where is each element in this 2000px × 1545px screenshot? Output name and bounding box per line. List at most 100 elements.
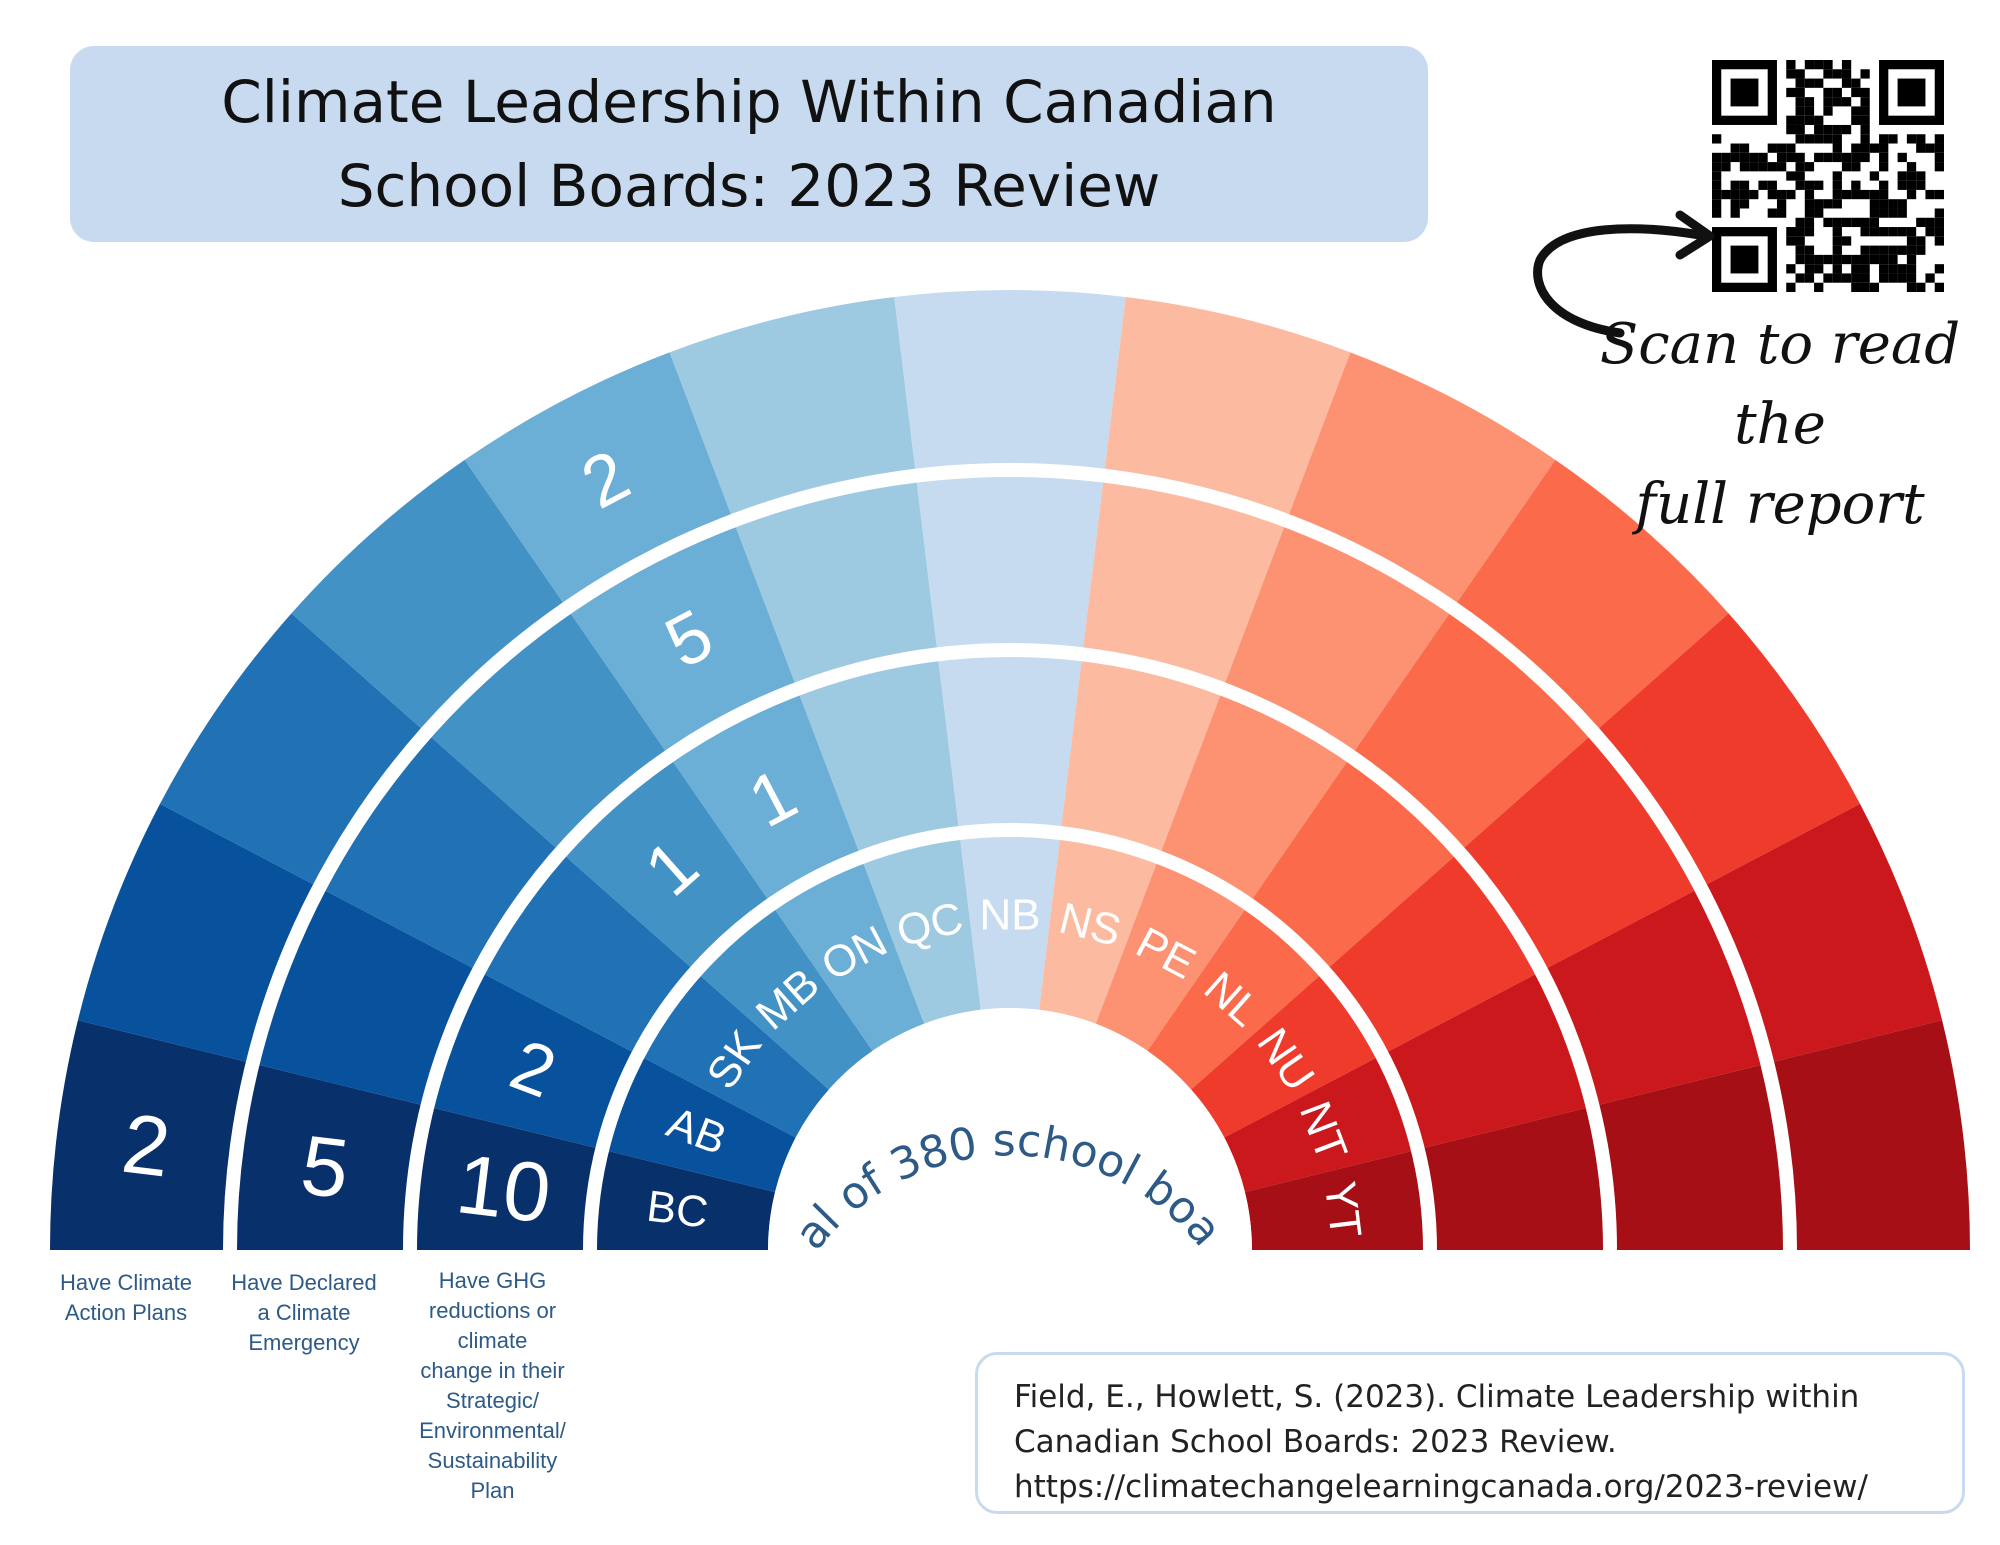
qr-module (1888, 264, 1898, 274)
qr-module (1804, 273, 1815, 283)
qr-module (1804, 60, 1815, 70)
qr-module (1767, 162, 1777, 172)
qr-module (1786, 115, 1796, 125)
qr-module (1934, 264, 1944, 274)
qr-module (1869, 254, 1880, 265)
sector-nb-ring-3 (894, 290, 1126, 476)
qr-module (1851, 282, 1861, 292)
qr-module (1832, 236, 1842, 246)
sector-ns-ring-3 (1104, 296, 1351, 521)
label-ghg-strategic-plan: Have GHG reductions or climate change in… (419, 1268, 566, 1503)
qr-module (1786, 236, 1796, 246)
sector-mb-ring-0 (695, 904, 873, 1090)
scan-note: Scan to read the full report (1599, 312, 1961, 537)
ring-separator-1 (583, 823, 1437, 1251)
qr-module (1906, 227, 1917, 237)
qr-module (1897, 180, 1907, 190)
qr-module (1804, 162, 1815, 172)
qr-module (1786, 189, 1796, 200)
qr-module (1786, 282, 1796, 292)
qr-module (1879, 273, 1889, 283)
sector-nl-ring-3 (1453, 459, 1729, 733)
qr-module (1749, 152, 1759, 163)
qr-module (1823, 254, 1833, 265)
qr-module (1897, 273, 1907, 283)
title-line-1: Climate Leadership Within Canadian (221, 68, 1277, 136)
citation-url[interactable]: https://climatechangelearningcanada.org/… (1014, 1469, 1868, 1505)
sector-qc-ring-1 (797, 654, 960, 858)
qr-finder (1897, 78, 1926, 107)
qr-module (1823, 69, 1833, 79)
sector-bc-ring-0 (590, 1149, 776, 1250)
sector-bc-ring-2 (230, 1063, 428, 1250)
qr-module (1851, 152, 1861, 163)
qr-module (1786, 152, 1796, 163)
qr-module (1916, 217, 1926, 228)
citation-line-2: Canadian School Boards: 2023 Review. (1014, 1424, 1617, 1460)
qr-module (1832, 227, 1842, 237)
qr-module (1906, 236, 1917, 246)
sector-nt-ring-1 (1381, 971, 1593, 1150)
qr-module (1925, 189, 1935, 200)
qr-module (1934, 227, 1944, 237)
qr-module (1795, 162, 1805, 172)
qr-module (1869, 245, 1880, 255)
sector-bc-ring-1 (410, 1106, 603, 1250)
qr-module (1860, 152, 1870, 163)
qr-code-icon[interactable] (1712, 60, 1944, 292)
qr-module (1832, 180, 1842, 190)
qr-module (1916, 236, 1926, 246)
qr-module (1897, 227, 1907, 237)
qr-module (1860, 189, 1870, 200)
qr-module (1832, 97, 1842, 107)
qr-module (1916, 282, 1926, 292)
citation-box[interactable]: Field, E., Howlett, S. (2023). Climate L… (975, 1352, 1965, 1514)
qr-module (1804, 78, 1815, 88)
qr-module (1897, 245, 1907, 255)
qr-module (1851, 254, 1861, 265)
qr-module (1832, 143, 1842, 153)
qr-module (1795, 171, 1805, 181)
qr-module (1795, 180, 1805, 190)
qr-module (1860, 245, 1870, 255)
qr-module (1879, 152, 1889, 163)
qr-module (1934, 217, 1944, 228)
qr-module (1860, 115, 1870, 125)
qr-module (1795, 217, 1805, 228)
qr-module (1841, 97, 1852, 107)
qr-module (1730, 180, 1740, 190)
qr-module (1795, 152, 1805, 163)
qr-module (1832, 69, 1842, 79)
sector-ab-ring-2 (252, 887, 479, 1107)
qr-module (1823, 199, 1833, 209)
qr-module (1814, 208, 1824, 218)
qr-module (1786, 143, 1796, 153)
qr-module (1786, 60, 1796, 70)
qr-module (1712, 180, 1722, 190)
qr-module (1804, 115, 1815, 125)
qr-module (1841, 254, 1852, 265)
sector-nl-ring-0 (1147, 904, 1325, 1090)
qr-module (1814, 152, 1824, 163)
qr-module (1841, 78, 1852, 88)
qr-module (1804, 180, 1815, 190)
qr-module (1832, 273, 1842, 283)
qr-module (1869, 143, 1880, 153)
sector-sk-ring-1 (478, 852, 696, 1055)
qr-module (1795, 124, 1805, 135)
qr-module (1832, 171, 1842, 181)
sector-nt-ring-3 (1700, 803, 1943, 1064)
qr-module (1804, 189, 1815, 200)
sector-sk-ring-0 (638, 971, 829, 1138)
qr-module (1888, 134, 1898, 144)
qr-module (1869, 227, 1880, 237)
qr-module (1712, 208, 1722, 218)
qr-module (1823, 273, 1833, 283)
qr-module (1832, 217, 1842, 228)
qr-module (1934, 282, 1944, 292)
qr-module (1851, 273, 1861, 283)
value-ring-2-bc: 2 (117, 1096, 175, 1195)
qr-module (1804, 208, 1815, 218)
qr-module (1934, 143, 1944, 153)
qr-module (1860, 87, 1870, 98)
